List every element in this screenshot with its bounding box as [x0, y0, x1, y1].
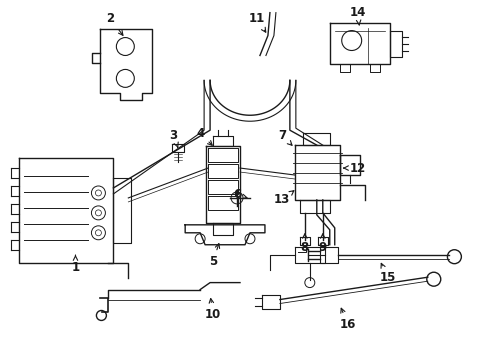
Text: 16: 16	[339, 308, 355, 331]
Polygon shape	[208, 164, 238, 178]
Text: 4: 4	[196, 127, 212, 145]
Text: 2: 2	[106, 12, 122, 35]
Text: 14: 14	[349, 6, 365, 25]
Text: 15: 15	[379, 264, 395, 284]
Polygon shape	[208, 148, 238, 162]
Text: 12: 12	[343, 162, 365, 175]
Polygon shape	[208, 196, 238, 210]
Text: 3: 3	[169, 129, 178, 147]
Polygon shape	[208, 180, 238, 194]
Text: 11: 11	[248, 12, 265, 32]
Text: 13: 13	[273, 191, 293, 206]
Text: 6: 6	[232, 188, 246, 202]
Text: 1: 1	[71, 256, 80, 274]
Text: 5: 5	[208, 244, 219, 268]
Text: 8: 8	[300, 234, 308, 254]
Text: 7: 7	[277, 129, 291, 145]
Text: 9: 9	[318, 234, 326, 254]
Text: 10: 10	[204, 298, 221, 321]
